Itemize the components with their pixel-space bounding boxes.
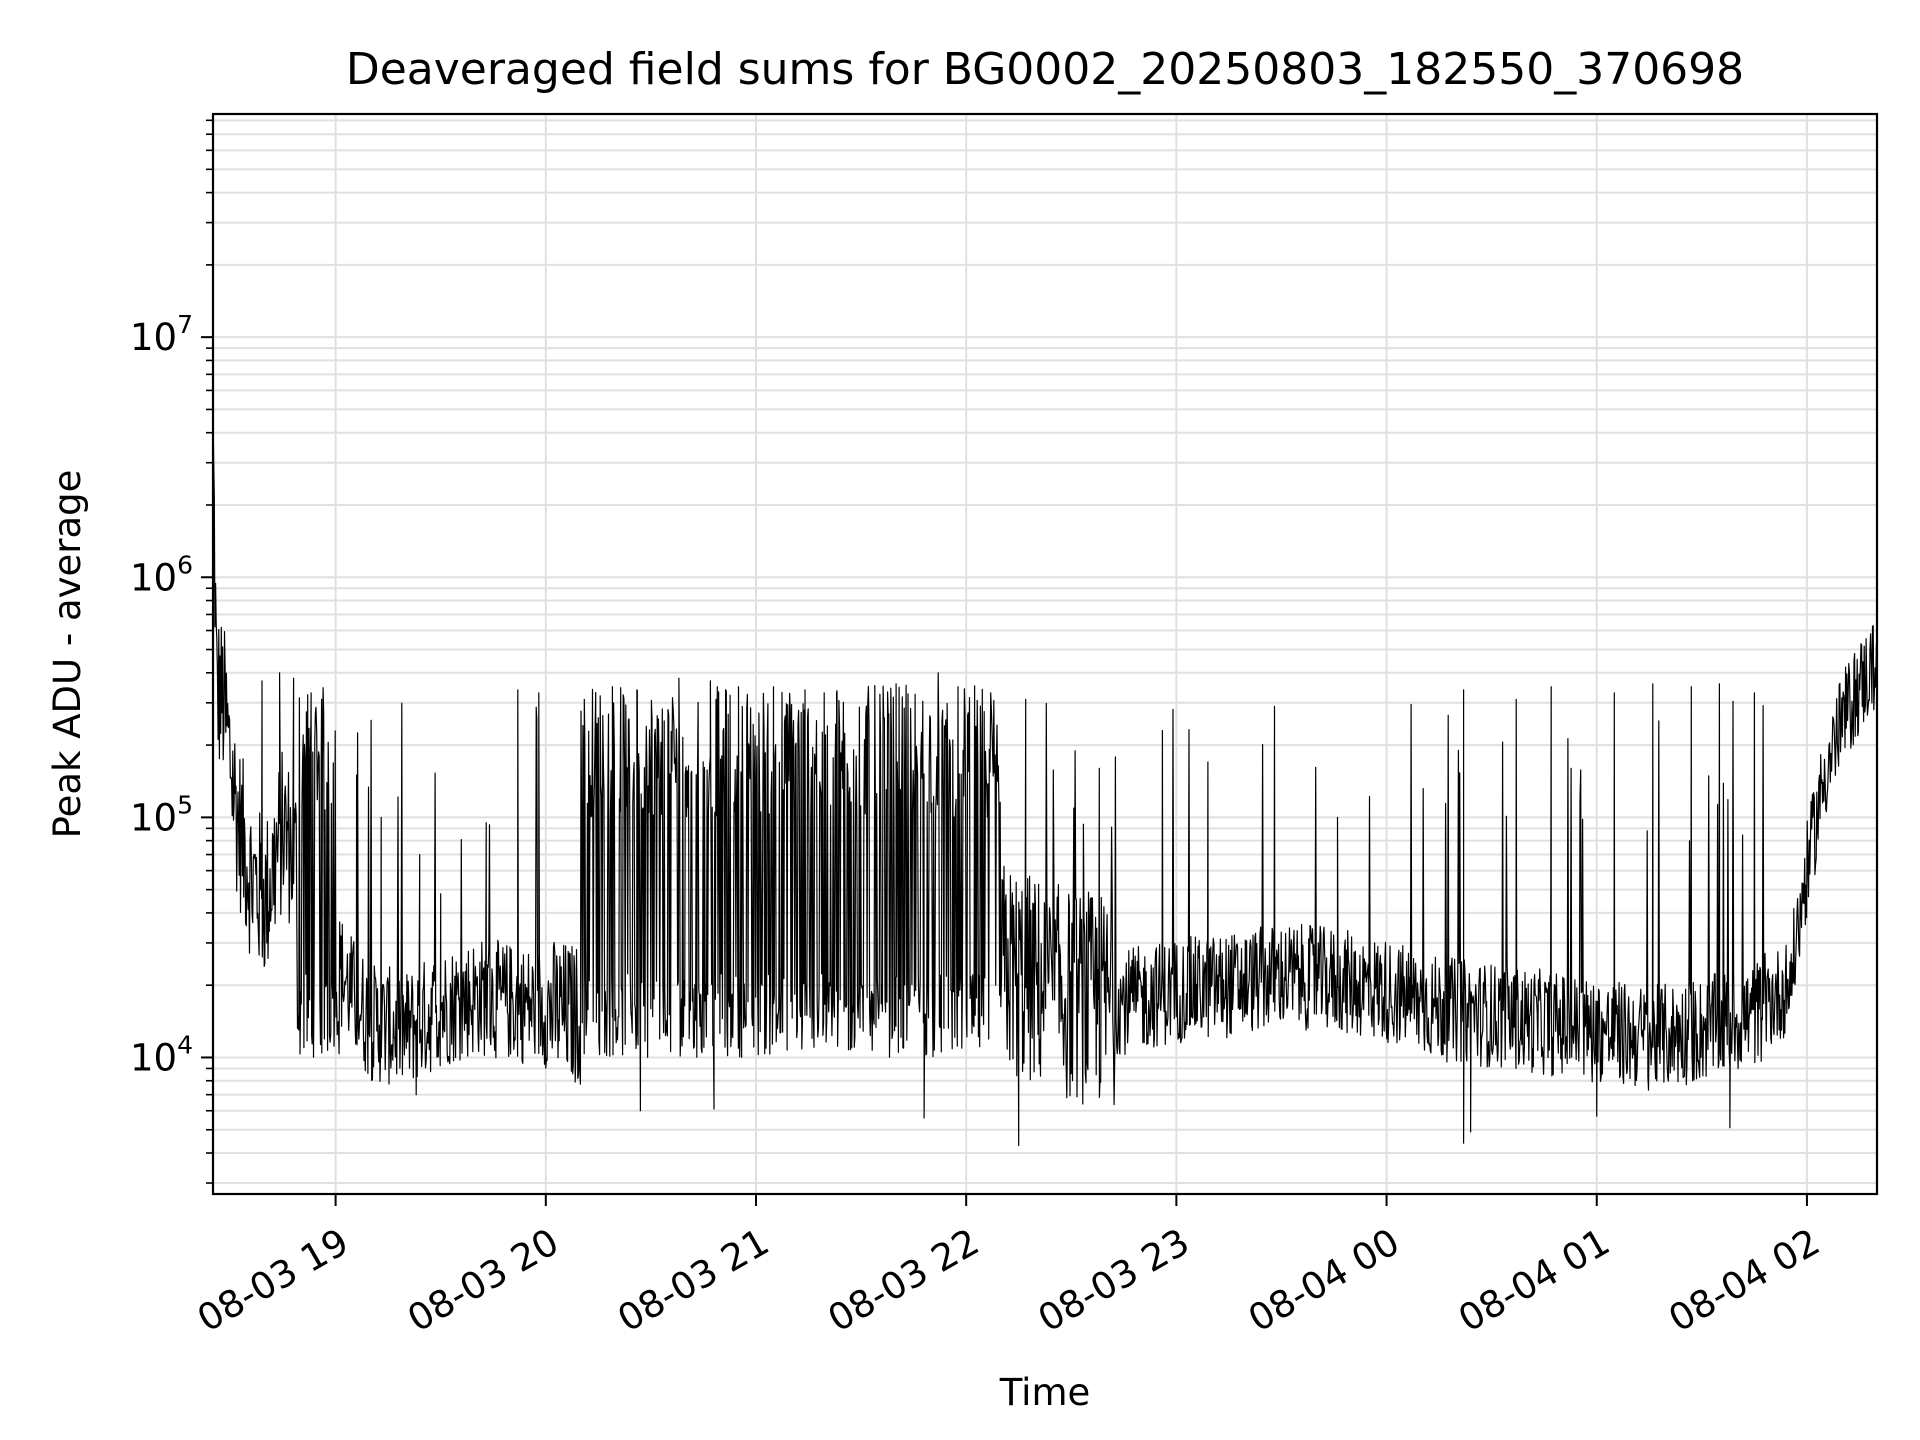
y-tick-label: 106 xyxy=(130,550,193,599)
y-axis: 104 105 106 107 xyxy=(130,119,213,1184)
x-axis-label: Time xyxy=(999,1371,1091,1414)
y-axis-label: Peak ADU - average xyxy=(46,470,89,839)
y-tick-label: 104 xyxy=(130,1030,193,1079)
data-line xyxy=(212,406,1878,1147)
chart-title: Deaveraged field sums for BG0002_2025080… xyxy=(346,44,1744,95)
y-tick-label: 105 xyxy=(130,790,193,839)
y-tick-label: 107 xyxy=(130,310,193,359)
plot-frame xyxy=(211,112,1879,1196)
series-line xyxy=(212,406,1878,1147)
